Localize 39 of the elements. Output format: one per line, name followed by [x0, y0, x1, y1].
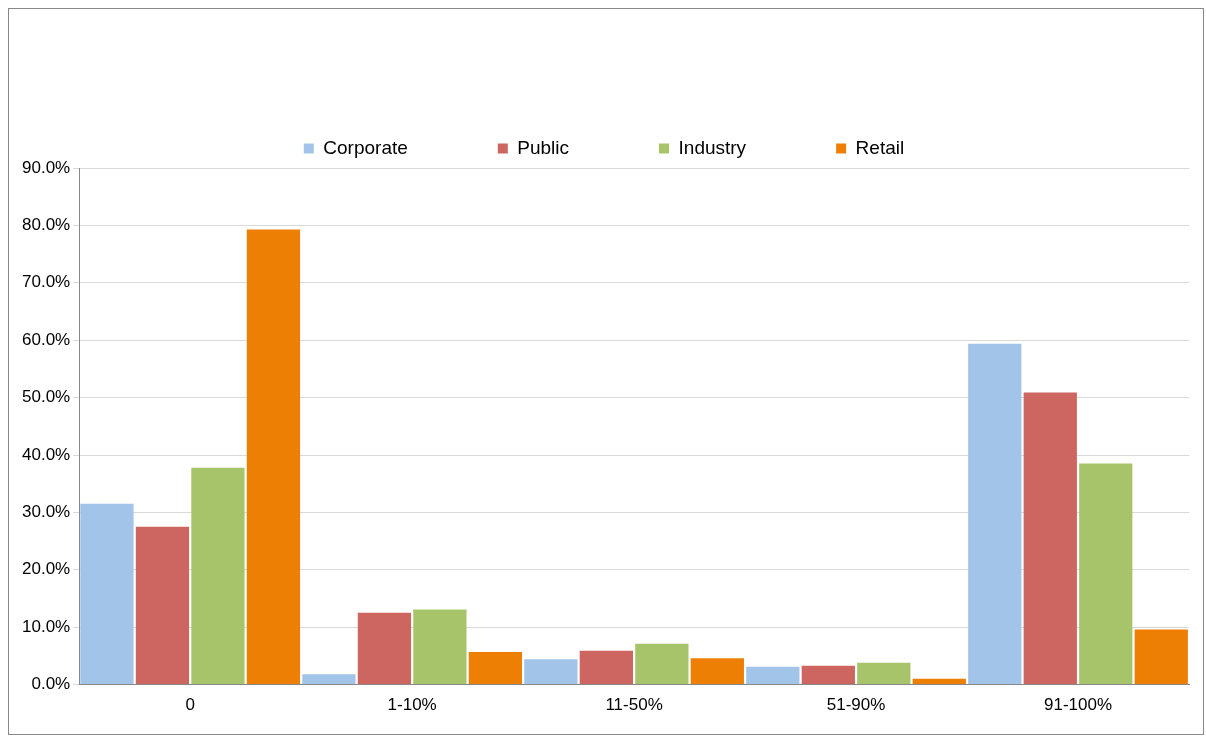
bar: [80, 503, 134, 685]
x-tick-label: 51-90%: [826, 695, 886, 715]
legend-label: Retail: [855, 136, 905, 158]
bar: [1023, 392, 1077, 685]
legend-label: Public: [517, 136, 570, 158]
bar: [135, 526, 190, 685]
x-tick-label: 11-50%: [605, 695, 663, 715]
bar: [302, 674, 356, 685]
y-tick-label: 60.0%: [22, 329, 71, 349]
x-tick-label: 0: [185, 695, 195, 715]
x-tick-label: 1-10%: [387, 695, 437, 715]
legend-label: Corporate: [323, 136, 408, 158]
bar: [191, 467, 245, 685]
y-tick-label: 50.0%: [22, 387, 71, 407]
bar: [357, 612, 412, 685]
bar: [524, 659, 578, 685]
y-tick-label: 90.0%: [22, 157, 71, 177]
bar: [413, 609, 467, 685]
bar: [912, 678, 966, 685]
bar: [1134, 629, 1188, 685]
bar: [746, 666, 800, 685]
bar: [968, 343, 1022, 685]
bar: [246, 229, 301, 685]
y-tick-label: 10.0%: [22, 616, 71, 636]
y-tick-label: 0.0%: [31, 674, 71, 694]
y-tick-label: 80.0%: [22, 215, 71, 235]
legend-label: Industry: [678, 136, 747, 158]
y-tick-label: 20.0%: [22, 559, 71, 579]
bar: [690, 658, 744, 685]
y-tick-label: 40.0%: [22, 444, 71, 464]
y-tick-label: 30.0%: [22, 502, 71, 522]
y-tick-label: 70.0%: [22, 272, 71, 292]
bar: [857, 662, 911, 685]
bar: [468, 651, 523, 685]
bar: [635, 643, 689, 685]
bar: [1079, 463, 1133, 685]
bar: [579, 650, 633, 685]
bar: [801, 665, 855, 685]
x-tick-label: 91-100%: [1043, 695, 1113, 715]
